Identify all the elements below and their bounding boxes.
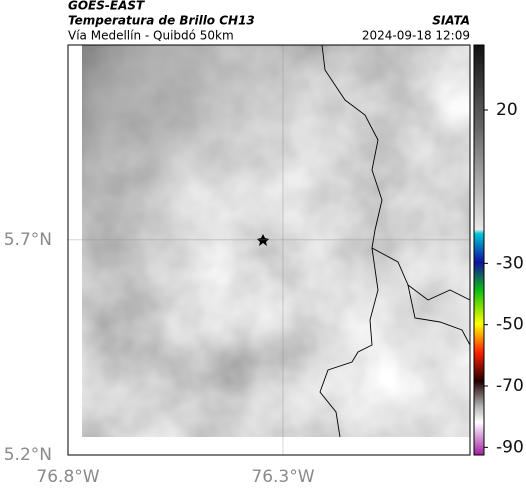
route: Vía Medellín - Quibdó 50km bbox=[68, 29, 234, 43]
lat-tick-label: 5.7°N bbox=[4, 230, 52, 250]
title: GOES-EAST bbox=[68, 0, 145, 13]
border-line bbox=[319, 247, 379, 438]
colorbar-tick-label: -30 bbox=[496, 253, 524, 273]
lon-tick-label: 76.3°W bbox=[251, 467, 314, 487]
lon-tick-label: 76.8°W bbox=[36, 467, 99, 487]
colorbar-tick-label: -90 bbox=[496, 437, 524, 457]
border-line bbox=[407, 284, 471, 301]
map-frame bbox=[67, 44, 471, 456]
subtitle: Temperatura de Brillo CH13 bbox=[68, 14, 255, 28]
timestamp: 2024-09-18 12:09 bbox=[362, 29, 470, 43]
map-image bbox=[82, 44, 471, 438]
image-shading bbox=[82, 45, 470, 437]
agency: SIATA bbox=[432, 14, 470, 28]
border-line bbox=[321, 44, 471, 346]
colorbar-tick-label: -70 bbox=[496, 376, 524, 396]
colorbar-tick-label: -50 bbox=[496, 315, 524, 335]
lat-tick-label: 5.2°N bbox=[4, 445, 52, 465]
colorbar bbox=[473, 44, 485, 456]
colorbar-tick-label: 20 bbox=[496, 100, 518, 120]
